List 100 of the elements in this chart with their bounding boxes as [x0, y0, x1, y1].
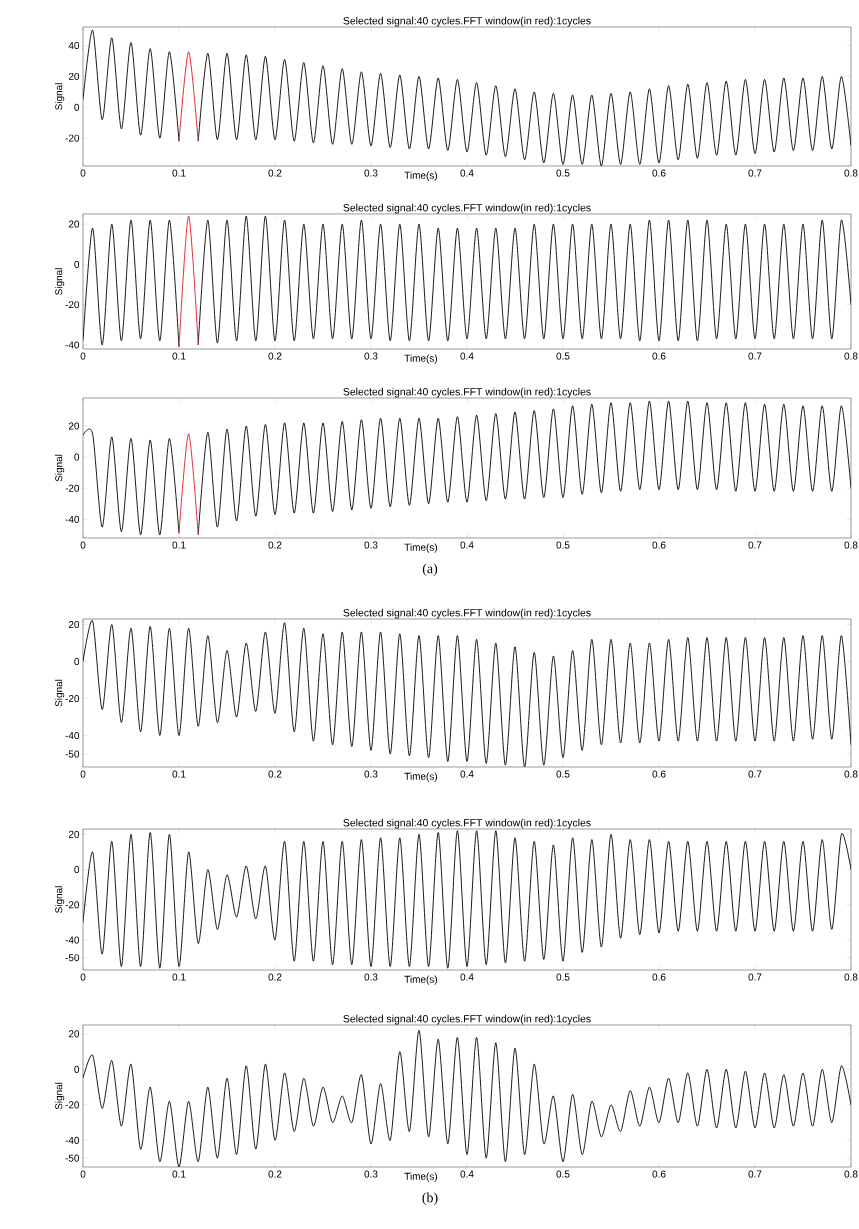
- x-axis-title: Time(s): [404, 171, 437, 181]
- y-tick-label: 20: [68, 72, 80, 80]
- y-tick-label: -20: [65, 134, 80, 142]
- x-tick-label: 0: [80, 1170, 86, 1178]
- x-tick-label: 0.2: [268, 1170, 282, 1178]
- x-tick-label: 0.1: [172, 1170, 186, 1178]
- x-tick-label: 0.5: [556, 1170, 570, 1178]
- x-tick-label: 0.4: [460, 541, 474, 549]
- y-tick-label: -20: [65, 1101, 80, 1109]
- x-axis-title: Time(s): [404, 354, 437, 364]
- x-tick-label: 0.1: [172, 973, 186, 981]
- chart-title: Selected signal:40 cycles.FFT window(in red):1cycles: [343, 818, 591, 829]
- chart-title: Selected signal:40 cycles.FFT window(in red):1cycles: [343, 203, 591, 214]
- y-tick-label: -20: [65, 484, 80, 492]
- y-tick-label: -40: [65, 732, 80, 740]
- y-tick-label: -40: [65, 936, 80, 944]
- x-tick-label: 0.6: [652, 541, 666, 549]
- y-tick-label: 0: [74, 658, 80, 666]
- x-tick-label: 0.8: [844, 169, 858, 177]
- x-tick-label: 0.1: [172, 770, 186, 778]
- y-tick-label: 0: [74, 866, 80, 874]
- x-tick-label: 0: [80, 169, 86, 177]
- y-axis-title: Signal: [54, 679, 65, 707]
- x-tick-label: 0.3: [364, 973, 378, 981]
- x-tick-label: 0.8: [844, 973, 858, 981]
- x-tick-label: 0.6: [652, 770, 666, 778]
- text: (a): [422, 563, 438, 577]
- x-tick-label: 0.4: [460, 973, 474, 981]
- x-tick-label: 0.7: [748, 1170, 762, 1178]
- x-tick-label: 0.3: [364, 770, 378, 778]
- y-tick-label: 0: [74, 1065, 80, 1073]
- x-tick-label: 0.5: [556, 541, 570, 549]
- y-axis-title: Signal: [54, 886, 65, 913]
- x-tick-label: 0: [80, 973, 86, 981]
- y-tick-label: 20: [68, 830, 80, 838]
- y-tick-label: -20: [65, 301, 80, 309]
- y-axis-title: Signal: [54, 268, 65, 295]
- x-tick-label: 0.8: [844, 1170, 858, 1178]
- y-tick-label: -40: [65, 515, 80, 523]
- y-tick-label: -40: [65, 341, 80, 349]
- x-tick-label: 0.5: [556, 973, 570, 981]
- x-tick-label: 0.5: [556, 352, 570, 360]
- x-tick-label: 0.1: [172, 169, 186, 177]
- x-tick-label: 0.5: [556, 770, 570, 778]
- y-tick-label: -50: [65, 1154, 80, 1162]
- chart-title: Selected signal:40 cycles.FFT window(in red):1cycles: [343, 16, 591, 27]
- x-axis-title: Time(s): [404, 772, 437, 782]
- y-tick-label: 20: [68, 220, 80, 228]
- x-tick-label: 0.4: [460, 1170, 474, 1178]
- x-tick-label: 0.5: [556, 169, 570, 177]
- x-axis-title: Time(s): [404, 975, 437, 985]
- x-tick-label: 0.7: [748, 973, 762, 981]
- x-tick-label: 0: [80, 541, 86, 549]
- y-tick-label: -40: [65, 1136, 80, 1144]
- x-tick-label: 0.7: [748, 541, 762, 549]
- x-tick-label: 0.4: [460, 352, 474, 360]
- x-tick-label: 0.3: [364, 169, 378, 177]
- x-tick-label: 0.3: [364, 1170, 378, 1178]
- x-axis-title: Time(s): [404, 543, 437, 553]
- x-tick-label: 0.3: [364, 352, 378, 360]
- x-tick-label: 0.4: [460, 169, 474, 177]
- x-tick-label: 0.7: [748, 770, 762, 778]
- x-tick-label: 0.6: [652, 169, 666, 177]
- x-tick-label: 0.7: [748, 352, 762, 360]
- x-tick-label: 0: [80, 770, 86, 778]
- y-tick-label: -50: [65, 954, 80, 962]
- y-axis-title: Signal: [54, 1082, 65, 1110]
- x-tick-label: 0.4: [460, 770, 474, 778]
- x-tick-label: 0.2: [268, 169, 282, 177]
- x-tick-label: 0.6: [652, 352, 666, 360]
- y-tick-label: -50: [65, 750, 80, 758]
- x-tick-label: 0.7: [748, 169, 762, 177]
- y-tick-label: -20: [65, 695, 80, 703]
- x-tick-label: 0.6: [652, 973, 666, 981]
- x-tick-label: 0: [80, 352, 86, 360]
- y-tick-label: 0: [74, 260, 80, 268]
- x-tick-label: 0.8: [844, 541, 858, 549]
- y-tick-label: 40: [68, 41, 80, 50]
- chart-title: Selected signal:40 cycles.FFT window(in red):1cycles: [343, 387, 591, 398]
- y-tick-label: 20: [68, 1030, 80, 1038]
- chart-title: Selected signal:40 cycles.FFT window(in red):1cycles: [343, 1014, 591, 1025]
- line-series: [83, 620, 851, 767]
- x-tick-label: 0.8: [844, 352, 858, 360]
- x-tick-label: 0.2: [268, 770, 282, 778]
- x-tick-label: 0.3: [364, 541, 378, 549]
- x-tick-label: 0.2: [268, 541, 282, 549]
- x-tick-label: 0.1: [172, 352, 186, 360]
- x-axis-title: Time(s): [404, 1172, 437, 1182]
- x-tick-label: 0.8: [844, 770, 858, 778]
- y-tick-label: 0: [74, 103, 80, 111]
- y-axis-title: Signal: [54, 83, 65, 110]
- y-axis-title: Signal: [54, 454, 65, 482]
- x-tick-label: 0.6: [652, 1170, 666, 1178]
- y-tick-label: 20: [68, 422, 80, 430]
- x-tick-label: 0.2: [268, 973, 282, 981]
- y-tick-label: -20: [65, 901, 80, 909]
- chart-title: Selected signal:40 cycles.FFT window(in red):1cycles: [343, 608, 591, 619]
- x-tick-label: 0.2: [268, 352, 282, 360]
- x-tick-label: 0.1: [172, 541, 186, 549]
- y-tick-label: 20: [68, 621, 80, 629]
